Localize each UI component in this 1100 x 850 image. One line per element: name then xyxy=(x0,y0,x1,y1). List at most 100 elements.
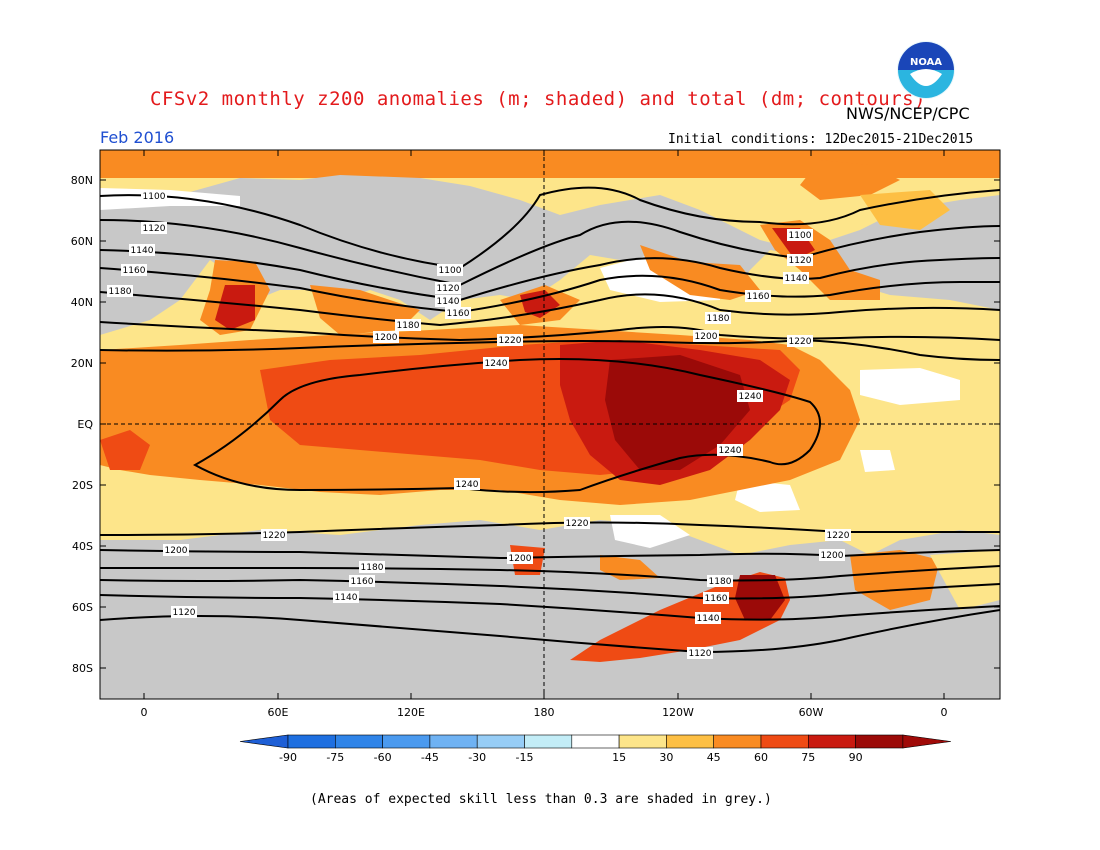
svg-text:1220: 1220 xyxy=(789,337,812,347)
lat-tick-label: 40S xyxy=(72,540,93,553)
colorbar-swatch xyxy=(571,734,620,749)
colorbar-label: 30 xyxy=(659,751,673,764)
contour-label: 1120 xyxy=(787,254,813,266)
anomaly-map: 1100 1120 1140 1160 1180 1100 1120 1140 1160 1180… xyxy=(71,149,1001,764)
svg-text:1140: 1140 xyxy=(335,593,358,603)
contour-label: 1240 xyxy=(717,444,743,456)
contour-label: 1120 xyxy=(435,282,461,294)
contour-label: 1200 xyxy=(507,552,533,564)
contour-1220 xyxy=(100,338,1000,361)
svg-text:1160: 1160 xyxy=(351,577,374,587)
svg-text:1220: 1220 xyxy=(263,531,286,541)
colorbar-label: -45 xyxy=(421,751,439,764)
contour-label: 1200 xyxy=(819,549,845,561)
latitude-axis: 80N 60N 40N 20N EQ 20S 40S 60S 80S xyxy=(71,174,1000,675)
svg-text:1160: 1160 xyxy=(447,309,470,319)
contour-1140 xyxy=(100,249,1000,302)
contour-label: 1220 xyxy=(825,529,851,541)
lon-tick-label: 120W xyxy=(662,706,694,719)
svg-text:1200: 1200 xyxy=(821,551,844,561)
contour-label: 1140 xyxy=(783,272,809,284)
svg-text:1120: 1120 xyxy=(437,284,460,294)
contour-1120 xyxy=(100,219,1000,287)
colorbar-label: -15 xyxy=(516,751,534,764)
svg-text:1120: 1120 xyxy=(143,224,166,234)
svg-text:1100: 1100 xyxy=(789,231,812,241)
contour-label: 1160 xyxy=(349,575,375,587)
svg-text:1180: 1180 xyxy=(709,577,732,587)
lat-tick-label: 60S xyxy=(72,601,93,614)
contour-label: 1120 xyxy=(171,606,197,618)
longitude-axis: 0 60E 120E 180 120W 60W 0 xyxy=(141,150,948,719)
svg-text:1160: 1160 xyxy=(747,292,770,302)
agency-label: NWS/NCEP/CPC xyxy=(846,104,970,123)
svg-text:1140: 1140 xyxy=(131,246,154,256)
contour-label: 1100 xyxy=(141,190,167,202)
contour-label: 1120 xyxy=(687,647,713,659)
lon-tick-label: 0 xyxy=(941,706,948,719)
contour-label: 1180 xyxy=(107,285,133,297)
colorbar-label: -90 xyxy=(279,751,297,764)
contour-label: 1180 xyxy=(359,561,385,573)
contour-label: 1220 xyxy=(497,334,523,346)
svg-text:1240: 1240 xyxy=(456,480,479,490)
svg-text:1120: 1120 xyxy=(689,649,712,659)
noaa-logo-text: NOAA xyxy=(910,57,942,68)
contour-1180-s xyxy=(100,565,1000,582)
colorbar-swatch xyxy=(618,734,667,749)
lon-tick-label: 120E xyxy=(397,706,425,719)
contour-label: 1140 xyxy=(695,612,721,624)
colorbar-label: 45 xyxy=(707,751,721,764)
colorbar-swatch xyxy=(855,734,904,749)
contour-label: 1240 xyxy=(483,357,509,369)
svg-text:1180: 1180 xyxy=(361,563,384,573)
svg-text:1180: 1180 xyxy=(707,314,730,324)
lat-tick-label: EQ xyxy=(77,418,93,431)
svg-text:1200: 1200 xyxy=(375,333,398,343)
colorbar-swatch xyxy=(334,734,383,749)
contour-1200-s xyxy=(100,549,1000,560)
contour-label: 1220 xyxy=(564,517,590,529)
colorbar-label: -75 xyxy=(326,751,344,764)
svg-text:1180: 1180 xyxy=(397,321,420,331)
svg-text:1140: 1140 xyxy=(785,274,808,284)
contour-label: 1160 xyxy=(745,290,771,302)
contour-label: 1140 xyxy=(435,295,461,307)
colorbar-label: 60 xyxy=(754,751,768,764)
colorbar-swatch xyxy=(666,734,715,749)
grey-skill-south xyxy=(100,520,1000,699)
contour-label: 1160 xyxy=(445,307,471,319)
contour-1140-s xyxy=(100,594,1000,621)
contour-label: 1160 xyxy=(121,264,147,276)
contour-label: 1100 xyxy=(437,264,463,276)
contour-label: 1180 xyxy=(707,575,733,587)
contour-1180 xyxy=(100,291,1000,327)
colorbar-swatch xyxy=(807,734,856,749)
colorbar-label: 90 xyxy=(849,751,863,764)
contour-1160-s xyxy=(100,578,1000,600)
lat-tick-label: 20S xyxy=(72,479,93,492)
lat-tick-label: 80S xyxy=(72,662,93,675)
contour-1200 xyxy=(100,321,1000,342)
colorbar-label: 15 xyxy=(612,751,626,764)
contour-label: 1240 xyxy=(454,478,480,490)
contour-label: 1140 xyxy=(129,244,155,256)
contour-label: 1180 xyxy=(395,319,421,331)
contour-1120-s xyxy=(100,609,1000,654)
svg-text:1160: 1160 xyxy=(705,594,728,604)
svg-text:1140: 1140 xyxy=(697,614,720,624)
colorbar-swatch xyxy=(382,734,431,749)
svg-text:1140: 1140 xyxy=(437,297,460,307)
svg-text:1160: 1160 xyxy=(123,266,146,276)
svg-text:1120: 1120 xyxy=(173,608,196,618)
lon-tick-label: 0 xyxy=(141,706,148,719)
contour-1100 xyxy=(100,186,1000,270)
lat-tick-label: 40N xyxy=(71,296,93,309)
contour-1160 xyxy=(100,267,1000,314)
contour-label: 1180 xyxy=(705,312,731,324)
noaa-logo: NOAA xyxy=(896,40,956,100)
svg-text:1220: 1220 xyxy=(566,519,589,529)
initial-conditions: Initial conditions: 12Dec2015-21Dec2015 xyxy=(668,132,974,147)
svg-text:1220: 1220 xyxy=(499,336,522,346)
contour-label: 1200 xyxy=(373,331,399,343)
